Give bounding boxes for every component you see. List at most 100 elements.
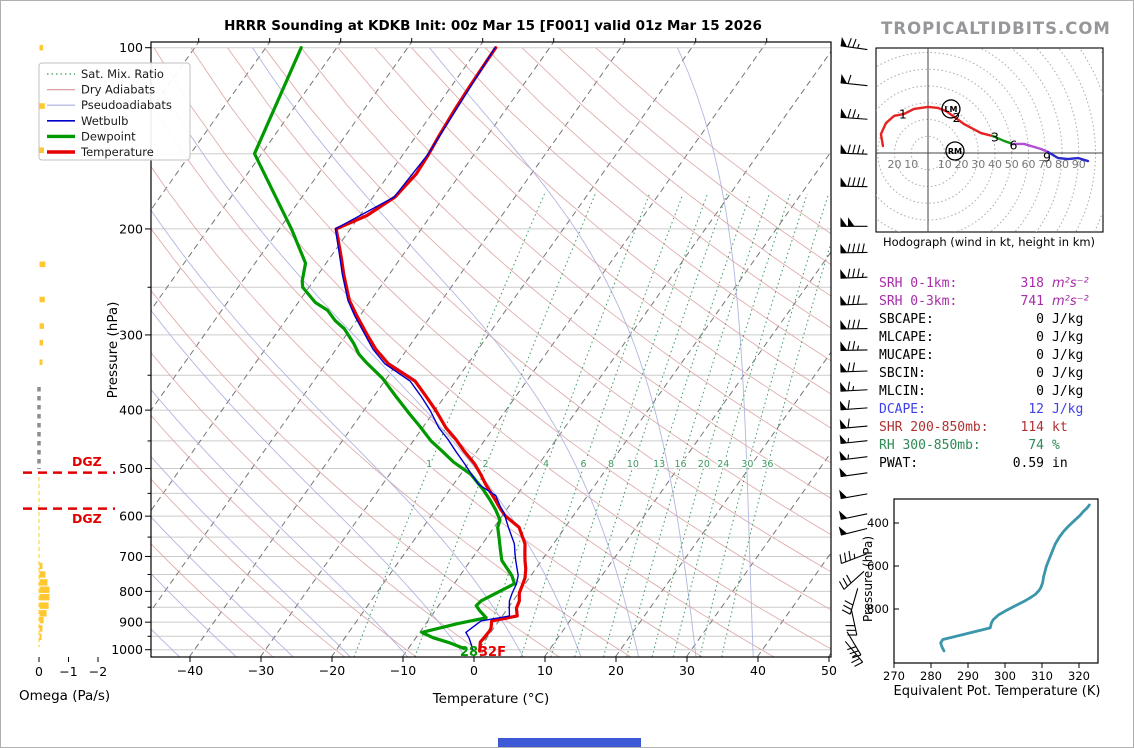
y-axis-title: Pressure (hPa) xyxy=(105,302,121,399)
stat-row: SRH 0-3km: 741 m²s⁻² xyxy=(879,294,1089,309)
hodo-ring-label: 70 xyxy=(1038,158,1052,171)
dry-adiabat-line xyxy=(374,47,831,429)
barb-full xyxy=(847,243,851,253)
temp-tick-label: 50 xyxy=(821,663,837,678)
stat-value: 0 xyxy=(1036,366,1044,381)
isotherm-line xyxy=(188,42,626,657)
barb-full xyxy=(844,600,854,606)
barb-staff xyxy=(841,553,867,565)
barb-full xyxy=(843,604,852,611)
theta-e-xtick-label: 300 xyxy=(994,669,1016,683)
pressure-tick-label: 600 xyxy=(119,509,143,524)
pressure-tick-label: 800 xyxy=(119,584,143,599)
sounding-profiles xyxy=(252,46,528,653)
hodograph-frame xyxy=(875,47,1104,233)
dry-adiabat-line xyxy=(300,47,831,499)
stat-unit: m²s⁻² xyxy=(1052,276,1089,291)
omega-bar xyxy=(39,586,50,593)
stat-label: SBCIN: xyxy=(879,366,926,381)
dry-adiabat-line xyxy=(151,414,417,657)
temp-tick-label: −30 xyxy=(248,663,274,678)
theta-e-curve-group xyxy=(939,503,1091,653)
barb-full xyxy=(847,38,852,48)
hodo-segment-0-3km xyxy=(879,105,995,148)
barb-full xyxy=(839,554,842,564)
omega-upper-bar xyxy=(39,147,44,153)
temperature-curve xyxy=(334,46,528,653)
dry-adiabat-line xyxy=(521,47,831,297)
omega-bar xyxy=(39,616,44,624)
mixing-ratio-label: 30 xyxy=(741,459,753,470)
barb-staff xyxy=(840,407,868,411)
theta-e-ytick-label: 600 xyxy=(867,559,889,573)
legend-label-1: Dry Adiabats xyxy=(81,83,155,97)
stat-unit: J/kg xyxy=(1052,366,1083,381)
barb-staff xyxy=(840,456,868,461)
hodo-height-label: 2 xyxy=(952,110,960,125)
omega-bar xyxy=(39,602,49,609)
pseudoadiabat-line xyxy=(429,47,697,657)
hodo-ring-label: 90 xyxy=(1072,158,1086,171)
barb-half xyxy=(861,149,865,155)
barb-half xyxy=(861,272,864,278)
barb-staff xyxy=(840,389,868,392)
stat-label: DCAPE: xyxy=(879,402,926,417)
omega-upper-bar xyxy=(39,103,45,109)
legend-label-0: Sat. Mix. Ratio xyxy=(81,67,164,81)
barb-full xyxy=(852,268,856,278)
stat-unit: J/kg xyxy=(1052,312,1083,327)
omega-upper-bar xyxy=(39,359,43,366)
wind-barb xyxy=(840,362,868,373)
plot-frame xyxy=(150,41,832,658)
legend-box: Sat. Mix. Ratio Dry AdiabatsPseudoadiabat… xyxy=(38,62,191,161)
barb-pennant xyxy=(840,217,847,227)
plot-area xyxy=(151,42,831,657)
mixing-ratio-label: 16 xyxy=(674,459,686,470)
pseudoadiabat-line xyxy=(151,455,352,657)
wind-barb xyxy=(840,243,868,254)
stat-row: MLCIN: 0 J/kg xyxy=(879,384,1083,399)
dry-adiabat-line xyxy=(151,543,274,657)
theta-e-xtick-label: 270 xyxy=(883,669,905,683)
pressure-tick-label: 400 xyxy=(119,403,143,418)
legend-label-2: Pseudoadiabats xyxy=(81,98,172,112)
surface-temp-label: 32F xyxy=(479,645,506,660)
barb-full xyxy=(857,144,861,154)
barb-full xyxy=(861,177,866,187)
barb-full xyxy=(847,362,851,372)
stat-row: PWAT: 0.59 in xyxy=(879,456,1068,471)
barb-pennant xyxy=(838,526,848,536)
hodo-ring-label: 20 xyxy=(955,158,969,171)
pseudoadiabat-line xyxy=(677,47,754,657)
mixing-ratio-label: 2 xyxy=(483,459,489,470)
stat-value: 0 xyxy=(1036,384,1044,399)
footer-bar xyxy=(498,738,641,747)
barb-full xyxy=(852,144,856,154)
barb-full xyxy=(847,319,851,329)
hodo-ring-label: 40 xyxy=(988,158,1002,171)
barb-full xyxy=(857,177,861,187)
stat-value: 741 xyxy=(1021,294,1044,309)
stat-value: 0.59 xyxy=(1013,456,1044,471)
stat-label: SHR 200-850mb: xyxy=(879,420,989,435)
omega-bar xyxy=(39,633,42,641)
mixing-ratio-line xyxy=(353,193,545,657)
wind-barb xyxy=(839,550,867,565)
stat-value: 114 xyxy=(1021,420,1045,435)
omega-bar xyxy=(39,579,48,586)
temp-tick-label: 20 xyxy=(608,663,624,678)
mixing-ratio-label: 6 xyxy=(580,459,586,470)
theta-e-xtick-label: 280 xyxy=(920,669,942,683)
temp-tick-label: 40 xyxy=(750,663,766,678)
hodo-ring-label: 60 xyxy=(1022,158,1036,171)
dry-adiabat-line xyxy=(337,47,831,464)
hodograph-trace xyxy=(879,105,1090,163)
barb-full xyxy=(846,574,852,584)
hodo-marker-circle-RM xyxy=(945,141,965,161)
dry-adiabat-line xyxy=(264,47,831,536)
barb-full xyxy=(861,243,865,253)
legend-frame xyxy=(38,62,191,161)
stat-unit: J/kg xyxy=(1052,402,1083,417)
hodo-height-label: 3 xyxy=(991,129,999,144)
